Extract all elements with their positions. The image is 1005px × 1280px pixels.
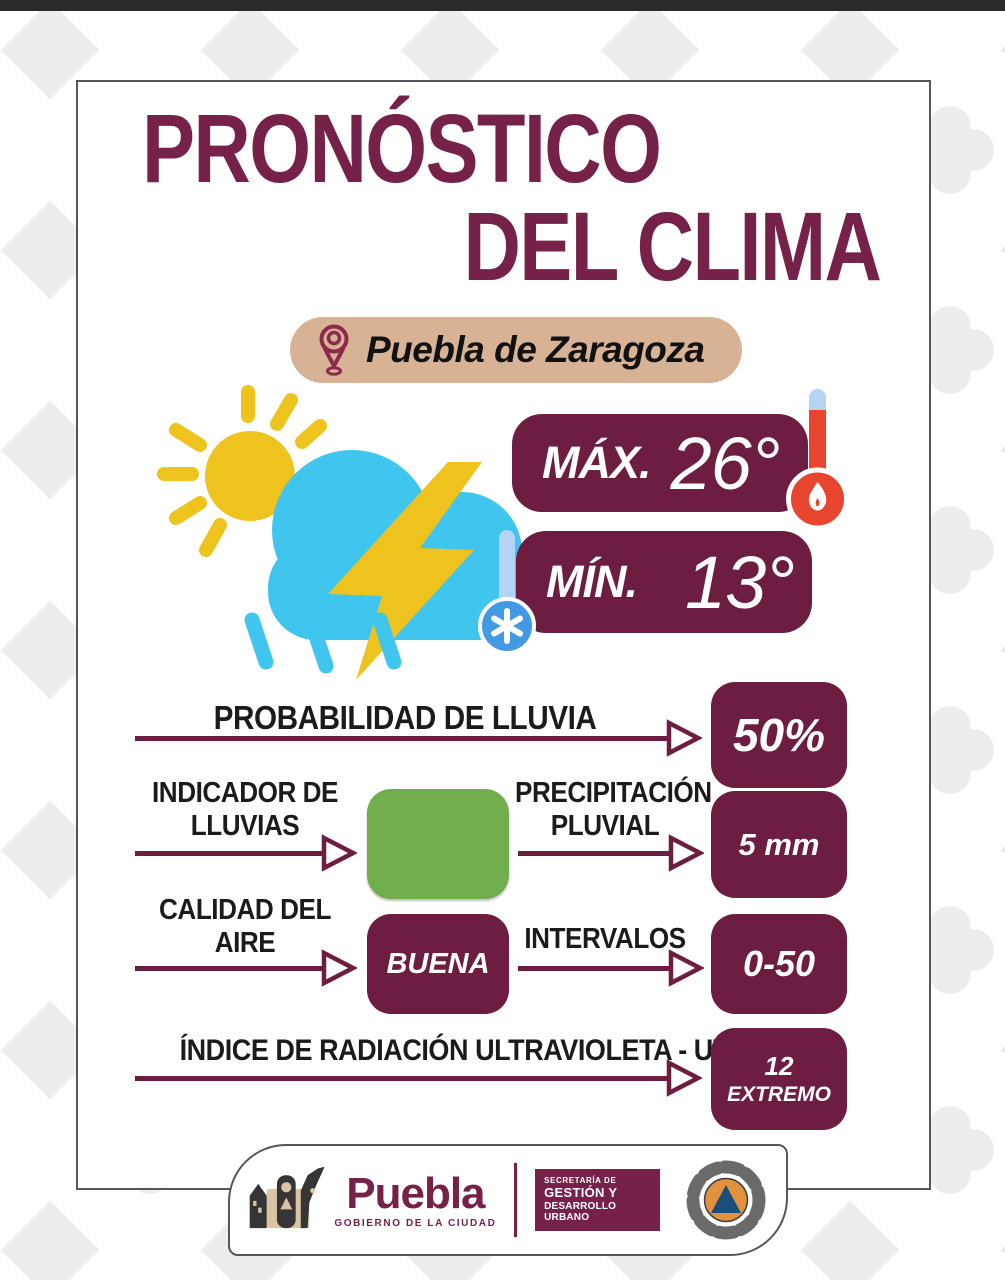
cold-thermometer-snowflake-icon — [478, 530, 536, 655]
max-temp-label: MÁX. — [542, 437, 651, 488]
secretariat-line1: SECRETARÍA DE — [544, 1175, 617, 1185]
arrow-right-icon — [135, 948, 357, 988]
intervals-label: INTERVALOS — [524, 923, 686, 955]
max-temp-value: 26° — [670, 421, 781, 505]
precipitation-value-box: 5 mm — [711, 791, 847, 898]
hot-thermometer-flame-icon — [786, 389, 849, 531]
top-border-bar — [0, 0, 1005, 11]
rain-indicator-box — [367, 789, 509, 899]
footer-divider — [514, 1163, 518, 1237]
sun-cloud-lightning-rain-icon — [157, 385, 530, 680]
min-temp-value: 13° — [685, 540, 795, 624]
air-quality-label: CALIDAD DEL AIRE — [159, 894, 331, 959]
location-pill: Puebla de Zaragoza — [290, 317, 742, 383]
secretariat-box: SECRETARÍA DE GESTIÓN Y DESARROLLO URBAN… — [535, 1168, 660, 1232]
secretariat-line2: GESTIÓN Y — [544, 1185, 618, 1201]
location-name: Puebla de Zaragoza — [366, 329, 705, 370]
precipitation-value: 5 mm — [738, 826, 820, 862]
intervals-value: 0-50 — [742, 943, 816, 984]
intervals-value-box: 0-50 — [711, 914, 847, 1014]
uv-index-value-box: 12 EXTREMO — [711, 1028, 847, 1130]
map-pin-icon — [319, 324, 349, 376]
precipitation-label: PRECIPITACIÓN PLUVIAL — [515, 777, 712, 842]
civil-protection-emblem — [686, 1160, 766, 1240]
arrow-right-icon — [518, 948, 704, 988]
arrow-right-icon — [135, 718, 702, 758]
max-temp-pill: MÁX. 26° — [512, 414, 808, 512]
footer-pill: Puebla GOBIERNO DE LA CIUDAD SECRETARÍA … — [228, 1144, 788, 1256]
uv-index-value: 12 — [764, 1050, 794, 1081]
puebla-city-skyline-logo — [249, 1166, 325, 1229]
arrow-right-icon — [135, 833, 357, 873]
uv-index-label: ÍNDICE DE RADIACIÓN ULTRAVIOLETA - UV — [179, 1034, 731, 1067]
air-quality-value: BUENA — [386, 947, 490, 980]
arrow-right-icon — [135, 1058, 702, 1098]
uv-index-category: EXTREMO — [727, 1083, 831, 1107]
arrow-right-icon — [518, 833, 704, 873]
secretariat-line3: DESARROLLO URBANO — [544, 1200, 617, 1224]
page-title-line2: DEL CLIMA — [463, 192, 881, 301]
puebla-wordmark: Puebla — [346, 1168, 485, 1218]
puebla-tagline: GOBIERNO DE LA CIUDAD — [334, 1217, 497, 1229]
min-temp-label: MÍN. — [546, 556, 638, 607]
rain-probability-value: 50% — [732, 709, 826, 761]
min-temp-pill: MÍN. 13° — [516, 531, 812, 633]
rain-indicator-label: INDICADOR DE LLUVIAS — [151, 777, 338, 842]
rain-probability-label: PROBABILIDAD DE LLUVIA — [213, 699, 597, 736]
page-title-line1: PRONÓSTICO — [142, 94, 662, 203]
air-quality-value-box: BUENA — [367, 914, 509, 1014]
rain-probability-value-box: 50% — [711, 682, 847, 788]
